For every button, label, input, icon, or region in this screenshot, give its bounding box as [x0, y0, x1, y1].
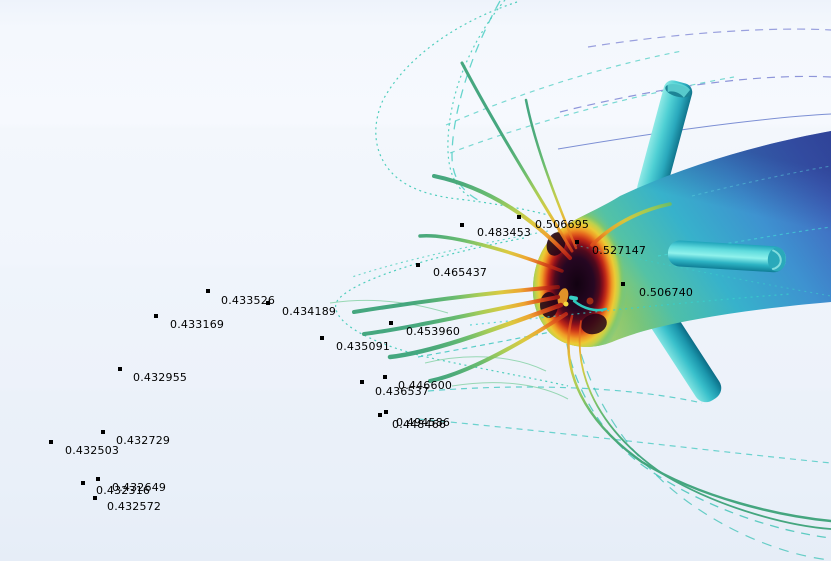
point-label: 0.527147 [592, 244, 647, 257]
point-label: 0.432955 [133, 371, 188, 384]
point-marker [93, 496, 97, 500]
streamlines-front-dotted [469, 244, 831, 326]
point-marker [49, 440, 53, 444]
point-label: 0.448466 [392, 418, 447, 431]
point-label: 0.506740 [639, 286, 694, 299]
point-marker [360, 380, 364, 384]
point-label: 0.433169 [170, 318, 225, 331]
point-label: 0.465437 [433, 266, 488, 279]
point-marker [320, 336, 324, 340]
fin-top [637, 80, 693, 200]
point-label: 0.432572 [107, 500, 162, 513]
point-label: 0.432729 [116, 434, 171, 447]
point-label: 0.483453 [477, 226, 532, 239]
point-label: 0.494586 [396, 416, 451, 429]
point-label: 0.433526 [221, 294, 276, 307]
streamlines-far [329, 0, 831, 561]
point-marker [118, 367, 122, 371]
point-label: 0.446600 [398, 379, 453, 392]
point-label: 0.453960 [406, 325, 461, 338]
point-label: 0.506695 [535, 218, 590, 231]
fin-bottom [650, 308, 722, 403]
point-marker [517, 215, 521, 219]
point-marker [621, 282, 625, 286]
point-marker [389, 321, 393, 325]
point-marker [81, 481, 85, 485]
streamtube-teal-curl [572, 299, 608, 312]
point-marker [383, 375, 387, 379]
point-label: 0.432649 [112, 481, 167, 494]
point-marker [460, 223, 464, 227]
point-marker [206, 289, 210, 293]
streamtubes-nose [352, 61, 831, 530]
point-marker [378, 413, 382, 417]
point-label: 0.432503 [65, 444, 120, 457]
point-marker [416, 263, 420, 267]
point-label: 0.434189 [282, 305, 337, 318]
fin-side-pin [667, 240, 786, 273]
point-marker [154, 314, 158, 318]
point-marker [96, 477, 100, 481]
point-label: 0.435091 [336, 340, 391, 353]
point-marker [266, 301, 270, 305]
point-marker [575, 240, 579, 244]
point-marker [101, 430, 105, 434]
point-marker [384, 410, 388, 414]
point-label: 0.432316 [96, 484, 151, 497]
point-label: 0.436537 [375, 385, 430, 398]
